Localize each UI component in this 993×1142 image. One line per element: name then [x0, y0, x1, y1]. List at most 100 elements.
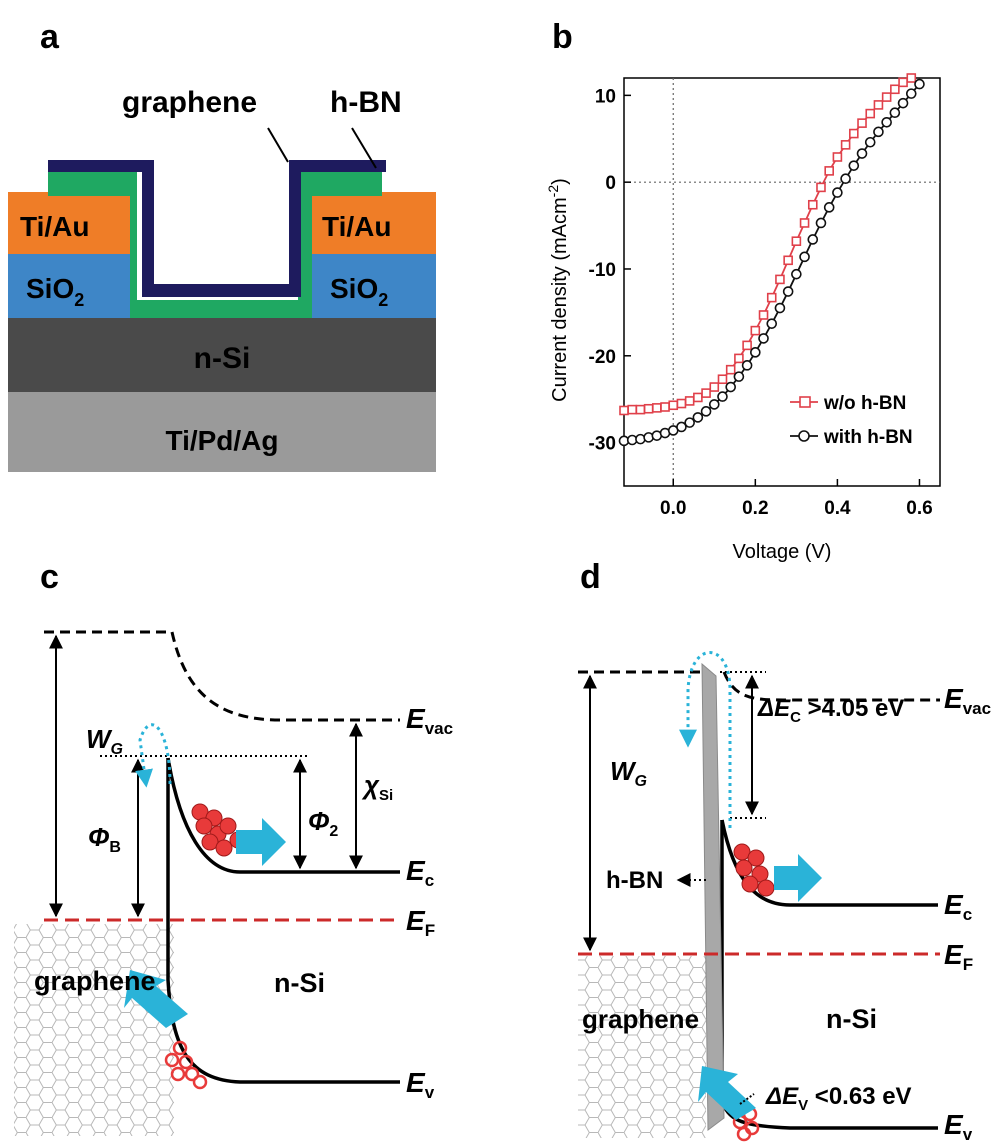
series-point [766, 292, 777, 303]
series-point [799, 251, 810, 263]
series-point [849, 128, 859, 139]
legend-label: with h-BN [823, 427, 913, 448]
electron-cluster-d [733, 843, 775, 897]
wg-label-d: WG [610, 756, 647, 790]
hbn-label-d: h-BN [606, 867, 663, 894]
x-axis-title: Voltage (V) [733, 541, 832, 563]
graphene-lattice-c [14, 924, 174, 1136]
hbn-callout-line [351, 127, 377, 169]
y-tick-label: -20 [589, 347, 616, 368]
y-tick-label: -10 [589, 260, 616, 281]
series-point [914, 78, 925, 90]
series-point [890, 84, 900, 95]
series-point [758, 333, 769, 344]
series-point [782, 286, 794, 297]
series-point [742, 340, 752, 351]
hbn-label: h-BN [330, 86, 402, 119]
chi-label-c: χSi [361, 770, 393, 804]
panel-letter-d: d [580, 558, 601, 596]
sio2-left-layer [8, 252, 130, 318]
series-point [758, 310, 769, 320]
series-point [840, 140, 851, 150]
series-point [881, 116, 892, 128]
hole-cluster-c [164, 1040, 208, 1090]
dev-label-d: ΔEV <0.63 eV [765, 1083, 912, 1114]
series-point [873, 100, 884, 110]
y-tick-label: 0 [605, 173, 616, 194]
hole-flow-arrow-d [698, 1066, 756, 1120]
tunnel-dotted-arrow-c [135, 723, 172, 788]
panel-letter-a: a [40, 18, 60, 56]
graphene-callout-line [267, 127, 289, 163]
series-point [750, 347, 761, 358]
hole-flow-arrow-c [124, 970, 188, 1028]
dev-pointer-d [739, 1093, 755, 1105]
panel-letter-c: c [40, 558, 59, 596]
n-si-label-d: n-Si [826, 1004, 877, 1034]
series-point [774, 302, 786, 314]
ev-label-c: Ev [406, 1067, 435, 1102]
legend-marker [798, 430, 810, 442]
series-line-2 [623, 83, 921, 442]
series-point [840, 173, 851, 184]
series-point [832, 187, 843, 198]
x-tick-label: 0.6 [906, 498, 932, 519]
series-point [741, 360, 753, 371]
series-point [897, 97, 909, 109]
plot-frame [623, 77, 941, 487]
dec-label-d: ΔEC >4.05 eV [757, 695, 904, 726]
x-tick-label: 0.2 [742, 498, 768, 519]
series-point [864, 136, 876, 148]
n-si-label-c: n-Si [274, 968, 325, 998]
n-si-label: n-Si [194, 342, 251, 375]
series-point [676, 398, 687, 409]
ec-line-c [166, 757, 400, 874]
legend-marker [799, 396, 811, 408]
series-point [725, 381, 737, 393]
graphene-label: graphene [122, 86, 257, 119]
ev-label-d: Ev [944, 1109, 973, 1142]
series-point [619, 405, 629, 416]
series-point [799, 218, 810, 228]
hbn-barrier-d [701, 662, 725, 1131]
series-point [824, 166, 834, 176]
back-contact-label: Ti/Pd/Ag [165, 425, 278, 456]
ec-label-c: Ec [406, 855, 434, 890]
series-point [668, 400, 679, 411]
series-point [708, 399, 720, 410]
ti-au-left-layer [8, 192, 130, 254]
x-tick-label: 0.0 [660, 498, 686, 519]
series-point [898, 77, 908, 88]
series-point [700, 406, 712, 417]
series-point [815, 217, 827, 229]
tunnel-dotted-arrow-d [679, 651, 732, 828]
ti-au-left-label: Ti/Au [20, 211, 89, 242]
graphene-label-d: graphene [582, 1004, 699, 1034]
ef-label-c: EF [406, 905, 435, 940]
sio2-right-label: SiO2 [330, 273, 388, 310]
sio2-right-layer [310, 252, 436, 318]
series-point [652, 403, 662, 413]
legend-label: w/o h-BN [823, 393, 906, 414]
phi2-label-c: Φ2 [308, 806, 338, 840]
series-point [693, 392, 703, 403]
y-tick-label: 10 [595, 86, 616, 107]
series-point [791, 268, 802, 280]
evac-line-c [44, 630, 400, 722]
sio2-left-label: SiO2 [26, 273, 84, 310]
series-point [832, 152, 843, 162]
series-point [807, 234, 819, 245]
series-point [733, 371, 745, 382]
series-point [807, 199, 818, 210]
series-point [775, 274, 785, 285]
series-point [816, 182, 826, 193]
y-tick-label: -30 [589, 434, 616, 455]
panel-c: c WG ΦB [14, 558, 453, 1136]
panel-d: d WG [578, 558, 991, 1142]
series-point [848, 160, 860, 171]
series-point [692, 412, 704, 423]
series-point [823, 202, 835, 213]
panel-b: b 0.0 0.2 0.4 0.6 10 0 -10 -20 -30 Voltage (V) w/o… [545, 18, 941, 563]
series-point [906, 73, 917, 83]
